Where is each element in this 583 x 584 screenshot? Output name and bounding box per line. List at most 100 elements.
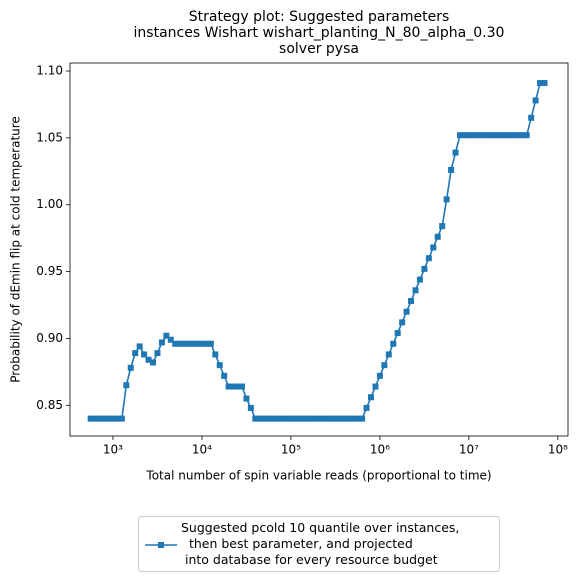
point [336,415,343,422]
x-tick-label: 10⁸ [548,443,568,457]
point [167,336,174,343]
point [443,196,450,203]
point [368,394,375,401]
point [234,383,241,390]
point [376,372,383,379]
point [305,415,312,422]
point [341,415,348,422]
point [461,132,468,139]
point [283,415,290,422]
point [212,351,219,358]
point [198,340,205,347]
legend: Suggested pcold 10 quantile over instanc… [138,516,500,572]
point [541,80,548,87]
point [109,415,116,422]
point [243,395,250,402]
point [425,255,432,262]
point [345,415,352,422]
point [105,415,112,422]
x-tick-label: 10⁴ [192,443,212,457]
point [474,132,481,139]
point [176,340,183,347]
point [501,132,508,139]
x-tick-label: 10⁵ [281,443,301,457]
point [439,223,446,230]
point [127,364,134,371]
point [158,339,165,346]
point [390,340,397,347]
point [394,330,401,337]
point [523,132,530,139]
point [181,340,188,347]
point [265,415,272,422]
point [230,383,237,390]
plot-frame [69,62,569,437]
y-tick-label: 0.85 [36,398,63,412]
x-tick-label: 10³ [103,443,123,457]
point [274,415,281,422]
point [92,415,99,422]
point [416,276,423,283]
point [363,404,370,411]
point [528,114,535,121]
point [510,132,517,139]
point [132,350,139,357]
y-tick-label: 0.90 [36,331,63,345]
point [430,244,437,251]
point [350,415,357,422]
point [292,415,299,422]
legend-swatch [145,542,177,548]
point [154,350,161,357]
point [456,132,463,139]
point [479,132,486,139]
point [514,132,521,139]
point [216,362,223,369]
point [519,132,526,139]
point [434,233,441,240]
point [225,383,232,390]
point [319,415,326,422]
point [372,383,379,390]
point [149,359,156,366]
point [247,404,254,411]
point [421,265,428,272]
point [172,340,179,347]
point [238,383,245,390]
point [207,340,214,347]
point [492,132,499,139]
point [123,382,130,389]
point [452,149,459,156]
point [296,415,303,422]
point [118,415,125,422]
point [194,340,201,347]
point [354,415,361,422]
y-tick-label: 1.10 [36,64,63,78]
point [332,415,339,422]
point [470,132,477,139]
y-tick-label: 1.05 [36,130,63,144]
point [385,351,392,358]
point [185,340,192,347]
point [505,132,512,139]
point [532,97,539,104]
point [287,415,294,422]
y-tick-label: 0.95 [36,264,63,278]
point [252,415,259,422]
point [203,340,210,347]
point [279,415,286,422]
x-tick-label: 10⁶ [370,443,390,457]
point [261,415,268,422]
point [408,297,415,304]
point [141,351,148,358]
point [145,356,152,363]
point [412,287,419,294]
point [483,132,490,139]
point [381,362,388,369]
point [399,319,406,326]
point [327,415,334,422]
point [270,415,277,422]
y-tick-label: 1.00 [36,197,63,211]
legend-label: Suggested pcold 10 quantile over instanc… [181,520,460,567]
